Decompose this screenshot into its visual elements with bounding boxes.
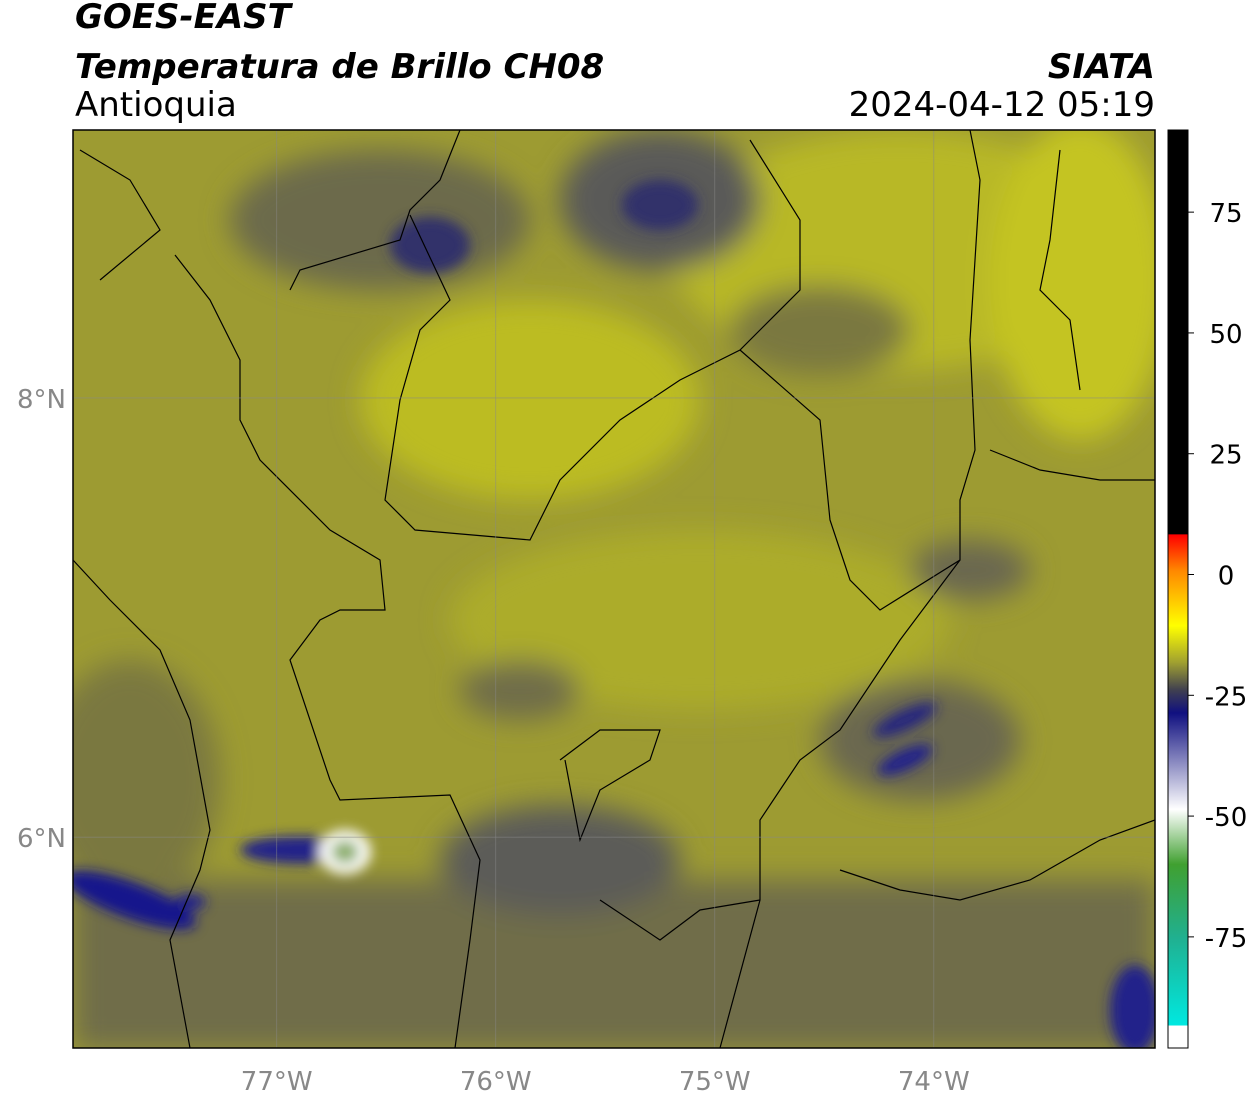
colorbar-tick-label: -50 [1205,803,1247,833]
graticule [73,130,1155,1048]
colorbar [1167,129,1189,1049]
colorbar-tick-label: 75 [1209,199,1242,229]
y-tick-label: 6°N [17,824,66,854]
x-tick-label: 77°W [241,1067,313,1097]
x-tick-label: 75°W [679,1067,751,1097]
colorbar-tick-label: -25 [1205,682,1247,712]
y-tick-label: 8°N [17,385,66,415]
product: Temperatura de Brillo CH08 [75,47,604,87]
colorbar-tick-label: -75 [1205,924,1247,954]
map-frame [72,129,1156,1049]
region: Antioquia [75,85,237,125]
satellite: GOES-EAST [75,0,294,37]
colorbar-tick-label: 50 [1209,320,1242,350]
x-tick-label: 76°W [460,1067,532,1097]
x-tick-label: 74°W [898,1067,970,1097]
datetime: 2024-04-12 05:19 [849,85,1155,125]
colorbar-tick-label: 25 [1209,441,1242,471]
agency: SIATA [1048,47,1155,87]
colorbar-tick-label: 0 [1218,562,1235,592]
map-field [73,130,1155,1048]
